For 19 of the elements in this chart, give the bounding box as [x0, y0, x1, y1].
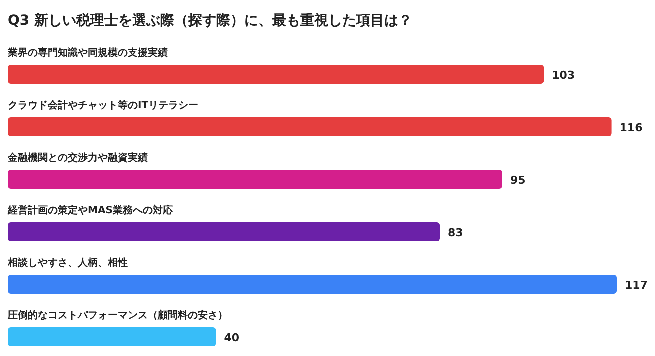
- y-tick-label: 業界の専門知識や同規模の支援実績: [7, 47, 168, 59]
- y-tick-label: 経営計画の策定やMAS業務への対応: [7, 204, 174, 216]
- data-label: 116: [620, 122, 644, 134]
- bar: [8, 328, 216, 346]
- y-tick-label: 圧倒的なコストパフォーマンス（顧問料の安さ）: [7, 310, 228, 322]
- data-label: 95: [510, 174, 526, 187]
- y-tick-label: クラウド会計やチャット等のITリテラシー: [8, 100, 199, 112]
- bar: [8, 275, 617, 294]
- y-tick-label: 相談しやすさ、人柄、相性: [7, 257, 128, 269]
- data-label: 117: [625, 279, 648, 292]
- bar: [8, 65, 544, 84]
- data-label: 40: [224, 332, 240, 344]
- chart-title: Q3 新しい税理士を選ぶ際（探す際）に、最も重視した項目は？: [8, 12, 413, 29]
- y-tick-label: 金融機関との交渉力や融資実績: [7, 152, 148, 164]
- bar: [8, 170, 502, 189]
- bar: [8, 222, 440, 242]
- data-label: 83: [448, 226, 464, 240]
- bar: [8, 118, 612, 136]
- data-label: 103: [552, 69, 576, 82]
